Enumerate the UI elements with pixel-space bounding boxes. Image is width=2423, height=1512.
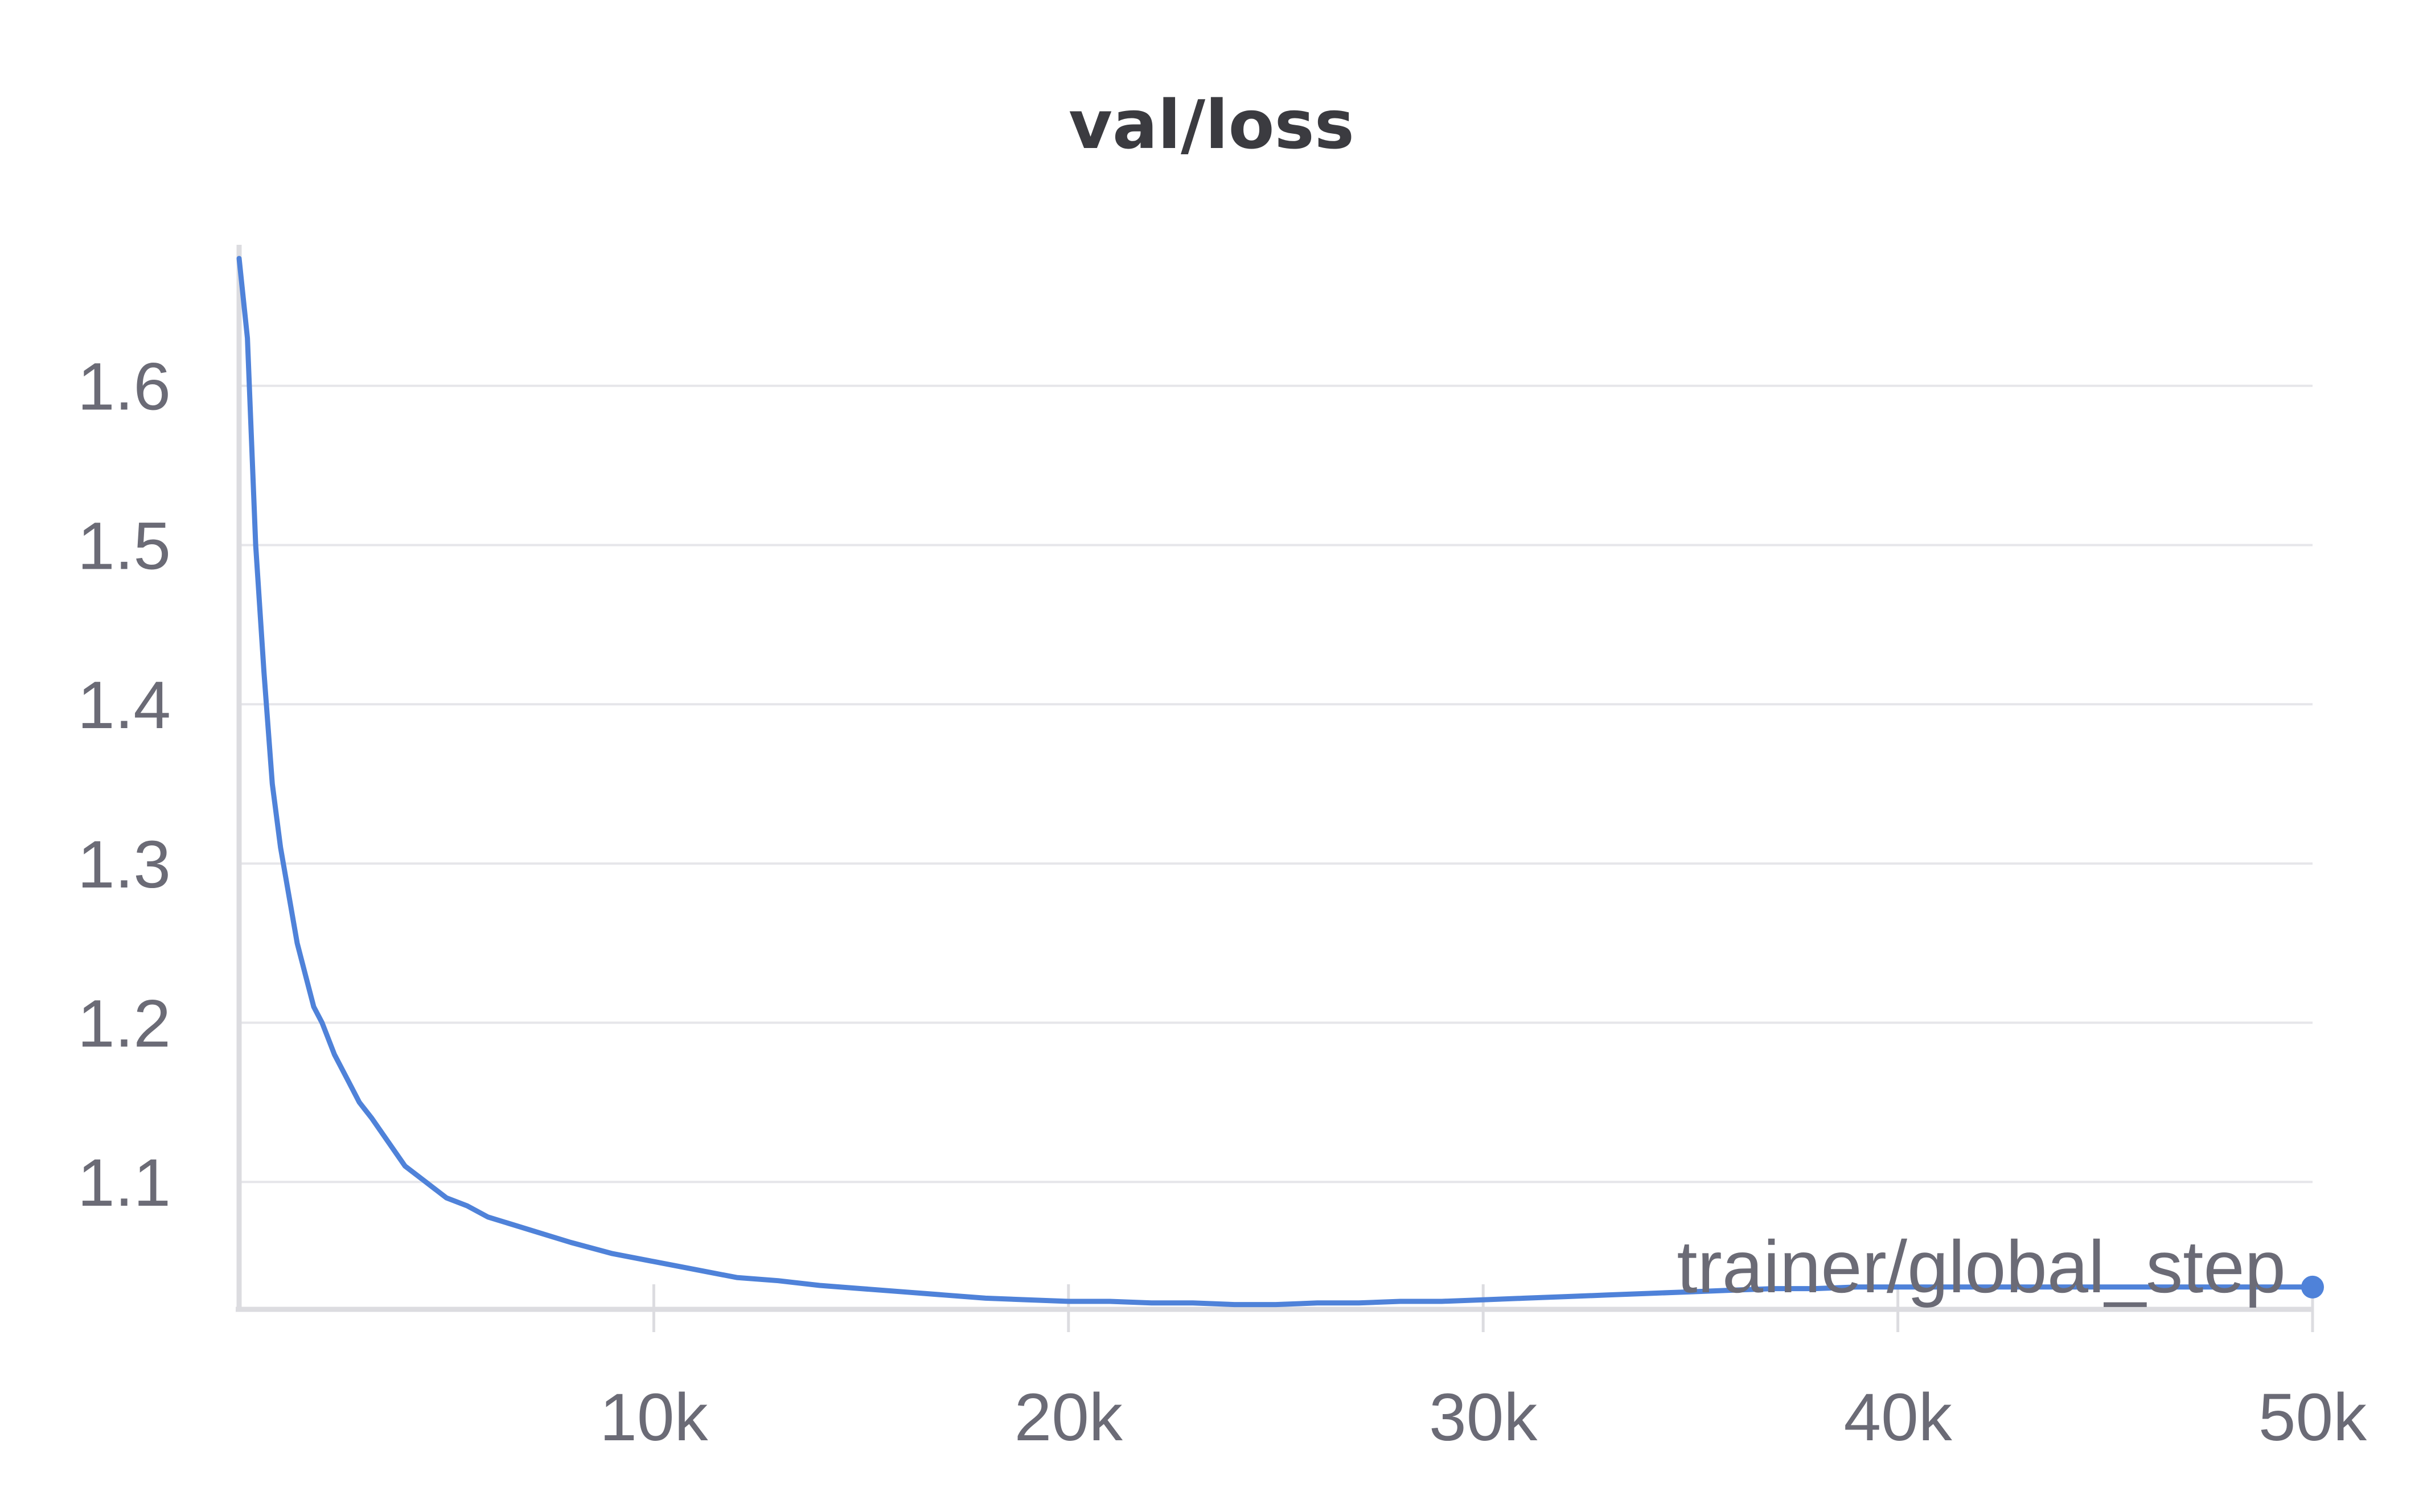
y-tick-label: 1.1 bbox=[77, 1145, 171, 1221]
y-tick-label: 1.2 bbox=[77, 987, 171, 1062]
y-tick-label: 1.5 bbox=[77, 508, 171, 584]
x-tick-label: 10k bbox=[599, 1380, 708, 1455]
x-tick-label: 50k bbox=[2258, 1380, 2367, 1455]
x-axis-label: trainer/global_step bbox=[1677, 1225, 2286, 1308]
y-tick-label: 1.4 bbox=[77, 668, 171, 743]
series-end-marker bbox=[2301, 1275, 2324, 1299]
series-line bbox=[236, 256, 2315, 1308]
chart-title: val/loss bbox=[1068, 85, 1355, 164]
x-tick-label: 30k bbox=[1429, 1380, 1538, 1455]
x-tick-label: 40k bbox=[1843, 1380, 1952, 1455]
y-tick-label: 1.3 bbox=[77, 827, 171, 902]
x-tick-label: 20k bbox=[1015, 1380, 1123, 1455]
y-tick-label: 1.6 bbox=[77, 350, 171, 425]
